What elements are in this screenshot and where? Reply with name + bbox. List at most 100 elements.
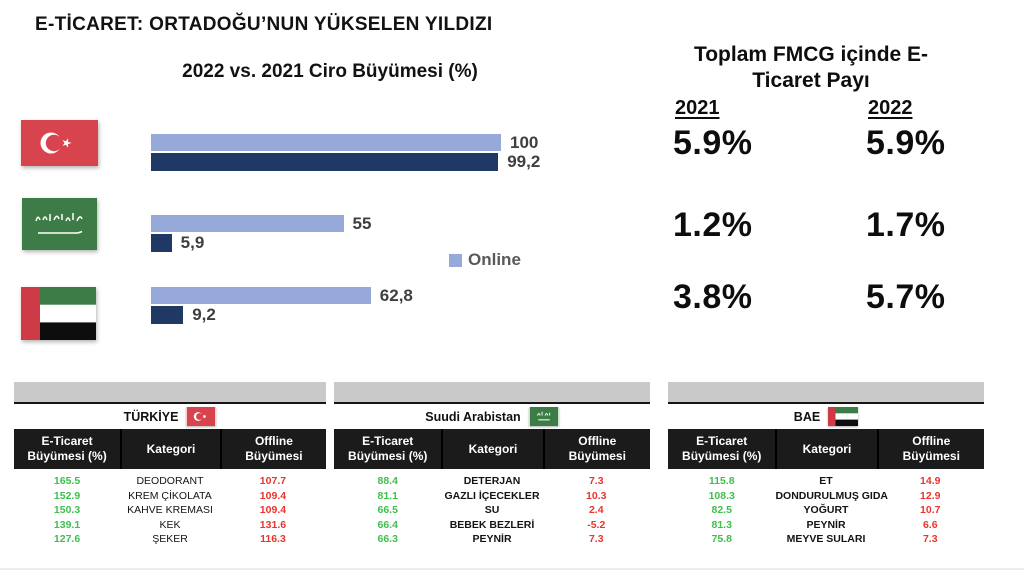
category-name: KREM ÇİKOLATA [128,489,212,502]
saudi-online-value: 55 [352,213,372,233]
category-name: DONDURULMUŞ GIDA [775,489,889,502]
ecommerce-growth-value: 82.5 [711,504,732,517]
chart-title: 2022 vs. 2021 Ciro Büyümesi (%) [182,61,478,82]
ecommerce-growth-value: 66.5 [377,504,398,517]
uae-flag-icon [828,407,859,426]
offline-growth-value: 12.9 [920,489,941,502]
uae-online-value: 62,8 [379,285,413,305]
fmcg-share-saudi-2022: 1.7% [866,206,946,244]
uae-offline-bar [151,306,184,324]
offline-growth-value: 107.7 [259,475,287,487]
category-name: YOĞURT [803,504,849,517]
fmcg-share-title-line1: Toplam FMCG içinde E- [693,43,929,66]
ecommerce-growth-value: 150.3 [53,504,81,517]
table-header-row: E-Ticaret Büyümesi (%) Kategori Offline Bü… [14,429,326,469]
category-name: ŞEKER [152,533,188,546]
turkey-flag-icon [186,407,216,426]
saudi-arabia-flag [22,198,97,250]
table-country-label: BAE [793,409,821,424]
saudi-offline-value: 5,9 [180,233,205,252]
table-top-bar [334,382,650,404]
ecommerce-growth-value: 108.3 [708,489,735,502]
ecommerce-growth-value: 127.6 [53,533,81,546]
table-top-bar [668,382,984,404]
offline-growth-value: 109.4 [259,504,287,517]
year-header-2021: 2021 [675,97,720,119]
ecommerce-growth-value: 152.9 [53,489,81,502]
category-name: ET [819,475,833,487]
category-name: PEYNİR [806,518,846,531]
category-name: DETERJAN [463,475,521,487]
saudi-online-bar [151,215,344,232]
turkey-offline-bar [151,153,499,171]
ecommerce-growth-value: 66.3 [377,533,398,546]
offline-growth-value: 7.3 [588,533,604,546]
offline-growth-value: 7.3 [922,533,938,546]
table-header-row: E-Ticaret Büyümesi (%) Kategori Offline Bü… [334,429,650,469]
turkey-online-value: 100 [510,132,539,152]
category-table-turkiye: TÜRKİYE E-Ticaret Büyümesi (%) Kategori Of… [14,382,326,547]
bar-row-turkey-offline: 99,2 [151,152,541,171]
turkey-flag [21,120,98,166]
category-name: BEBEK BEZLERİ [449,518,535,531]
bar-row-saudi-offline: 5,9 [151,233,205,252]
offline-growth-value: 10.3 [586,489,607,502]
online-legend-swatch [449,253,462,267]
category-name: KAHVE KREMASI [127,504,213,517]
table-header-row: E-Ticaret Büyümesi (%) Kategori Offline Bü… [668,429,984,469]
fmcg-share-uae-2021: 3.8% [673,278,753,316]
online-legend-label: Online [468,250,521,269]
column-header: E-Ticaret Büyümesi (%) [682,434,762,463]
column-header: Offline Büyümesi [542,429,650,469]
ecommerce-growth-value: 139.1 [53,518,81,531]
table-body: 115.8 ET 14.9 108.3 DONDURULMUŞ GIDA 12.9 82.5… [668,469,984,547]
column-header: Offline Büyümesi [876,429,984,469]
bar-row-saudi-online: 55 [151,213,372,233]
saudi-offline-bar [151,234,172,252]
fmcg-share-title: Toplam FMCG içinde E- Ticaret Payı [655,42,967,93]
uae-online-bar [151,287,371,304]
table-body: 88.4 DETERJAN 7.3 81.1 GAZLI İÇECEKLER 10.3 66… [334,469,650,547]
category-name: DEODORANT [136,475,204,487]
ecommerce-growth-value: 165.5 [53,475,81,487]
offline-growth-value: 14.9 [920,475,941,487]
chart-legend: Online [449,250,521,270]
category-name: GAZLI İÇECEKLER [444,489,540,502]
fmcg-share-turkey-2021: 5.9% [673,124,753,162]
offline-growth-value: 131.6 [259,518,287,531]
uae-flag [21,287,96,340]
fmcg-share-saudi-2021: 1.2% [673,206,753,244]
table-country-label: TÜRKİYE [123,409,179,424]
turkey-online-bar [151,134,501,151]
ecommerce-growth-value: 75.8 [711,533,732,546]
column-header: E-Ticaret Büyümesi (%) [27,434,107,463]
turkey-offline-value: 99,2 [507,152,541,171]
offline-growth-value: 2.4 [588,504,604,517]
column-header: Kategori [775,429,876,469]
ecommerce-growth-value: 115.8 [708,475,735,487]
year-header-2022: 2022 [868,97,913,119]
saudi-arabia-flag-icon [529,407,559,426]
table-country-row: Suudi Arabistan [334,404,650,429]
table-top-bar [14,382,326,404]
fmcg-share-turkey-2022: 5.9% [866,124,946,162]
fmcg-share-uae-2022: 5.7% [866,278,946,316]
bar-row-uae-offline: 9,2 [151,305,216,324]
page-title: E-TİCARET: ORTADOĞU’NUN YÜKSELEN YILDIZI [35,14,493,35]
offline-growth-value: 116.3 [260,533,286,546]
fmcg-share-title-line2: Ticaret Payı [752,68,870,92]
table-country-label: Suudi Arabistan [425,409,521,424]
ecommerce-growth-value: 88.4 [377,475,398,487]
category-table-saudi-arabia: Suudi Arabistan E-Ticaret Büyümesi (%) Ka… [334,382,650,547]
category-name: SU [484,504,500,517]
category-name: KEK [159,518,181,531]
category-name: MEYVE SULARI [786,533,866,546]
column-header: Kategori [120,429,220,469]
ecommerce-growth-value: 81.1 [377,489,398,502]
column-header: Kategori [441,429,542,469]
column-header: Offline Büyümesi [219,429,326,469]
offline-growth-value: 7.3 [588,475,604,487]
table-country-row: TÜRKİYE [14,404,326,429]
ecommerce-growth-value: 81.3 [711,518,732,531]
